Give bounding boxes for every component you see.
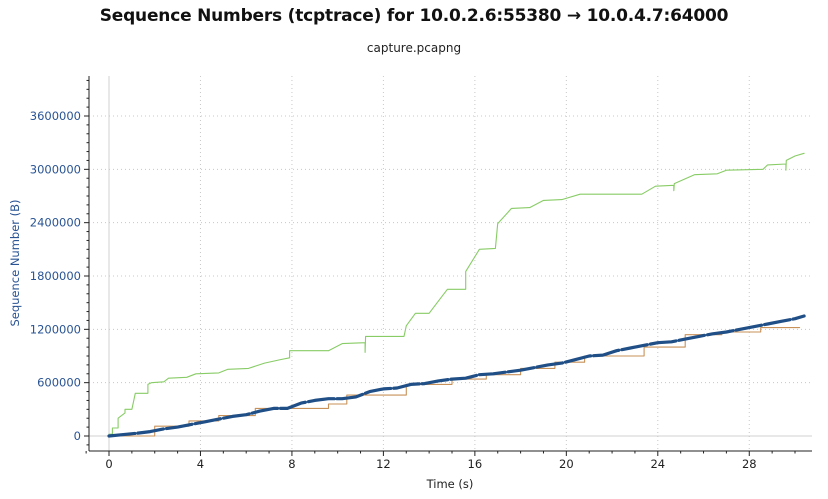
x-tick-label: 28 [742,457,757,471]
grid-layer [89,76,812,451]
x-tick-label: 12 [376,457,391,471]
y-tick-label: 2400000 [30,216,81,230]
receive-window-line [108,152,805,435]
y-axis-title: Sequence Number (B) [8,199,22,326]
axes-layer [88,76,812,452]
x-tick-label: 16 [468,457,483,471]
y-tick-label: 0 [74,429,81,443]
x-tick-label: 4 [197,457,204,471]
y-tick-label: 3600000 [30,109,81,123]
y-tick-label: 3000000 [30,162,81,176]
x-tick-label: 8 [288,457,295,471]
ticks-layer: 0 4 8 12 16 20 24 28 0 600000 1200000 1800000 240000… [30,79,796,471]
series-layer [107,152,806,438]
data-segments-line [107,314,806,438]
chart-title: Sequence Numbers (tcptrace) for 10.0.2.6… [99,6,729,26]
y-tick-label: 1200000 [30,322,81,336]
x-tick-label: 20 [559,457,574,471]
x-tick-label: 0 [105,457,112,471]
y-tick-label: 1800000 [30,269,81,283]
x-tick-label: 24 [650,457,665,471]
x-axis-title: Time (s) [426,477,474,491]
chart-subtitle: capture.pcapng [366,41,462,55]
y-tick-label: 600000 [37,376,81,390]
